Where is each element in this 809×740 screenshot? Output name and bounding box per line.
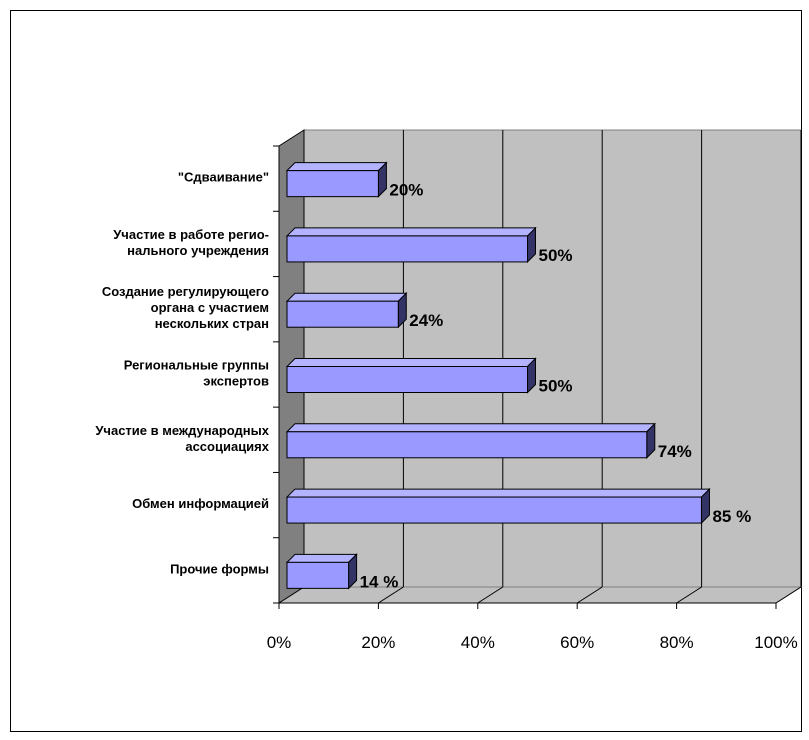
x-tick-label: 0%: [267, 633, 292, 652]
bar-top-face: [285, 488, 711, 498]
x-tick-label: 60%: [560, 633, 594, 652]
bar: [286, 170, 379, 198]
data-label: 50%: [539, 246, 573, 265]
bar-top-face: [285, 358, 537, 367]
data-label: 85 %: [712, 507, 751, 526]
bar-top-face: [285, 423, 656, 433]
bar-top-face: [285, 162, 388, 172]
x-tick-label: 20%: [361, 633, 395, 652]
bar-top-face: [285, 553, 358, 563]
category-label-line: экспертов: [203, 374, 269, 389]
bar: [286, 561, 350, 589]
floor-gridline: [378, 586, 404, 604]
floor-gridline: [278, 586, 305, 604]
category-label-line: нального учреждения: [127, 243, 269, 258]
bar: [286, 235, 528, 263]
category-label: "Сдваивание": [178, 170, 269, 185]
x-tick-label: 80%: [660, 633, 694, 652]
category-label: Создание регулирующего органа с участием н…: [102, 284, 269, 331]
category-label: Региональные группы экспертов: [124, 358, 269, 389]
category-label-line: Участие в работе регио-: [113, 227, 269, 242]
category-label-line: Региональные группы: [124, 358, 269, 373]
category-label: Участие в работе регио-нального учрежден…: [113, 227, 269, 258]
category-label-line: нескольких стран: [155, 316, 269, 331]
bar: [286, 431, 648, 459]
category-label-line: Прочие формы: [170, 561, 269, 576]
category-label-line: "Сдваивание": [178, 170, 269, 185]
category-label-line: органа с участием: [151, 300, 269, 315]
bar: [286, 496, 702, 524]
x-tick-label: 100%: [754, 633, 797, 652]
x-tick-label: 40%: [461, 633, 495, 652]
data-label: 20%: [389, 181, 423, 200]
category-label-line: Обмен информацией: [132, 496, 269, 511]
data-label: 74%: [658, 442, 692, 461]
category-label-line: ассоциациях: [185, 439, 269, 454]
bar-top-face: [285, 292, 408, 302]
plot-floor: [277, 586, 803, 604]
category-label: Участие в международных ассоциациях: [95, 423, 269, 454]
bar: [286, 366, 528, 393]
category-label-line: Участие в международных: [95, 423, 269, 438]
data-label: 24%: [409, 311, 443, 330]
bar: [286, 300, 399, 328]
data-label: 14 %: [360, 572, 399, 591]
floor-gridline: [576, 586, 603, 604]
data-label: 50%: [539, 377, 573, 396]
floor-gridline: [676, 586, 702, 604]
category-label-line: Создание регулирующего: [102, 284, 269, 299]
category-label: Прочие формы: [170, 561, 269, 576]
category-label: Обмен информацией: [132, 496, 269, 511]
floor-gridline: [775, 586, 802, 604]
floor-gridline: [477, 586, 504, 604]
bar-top-face: [285, 227, 537, 237]
